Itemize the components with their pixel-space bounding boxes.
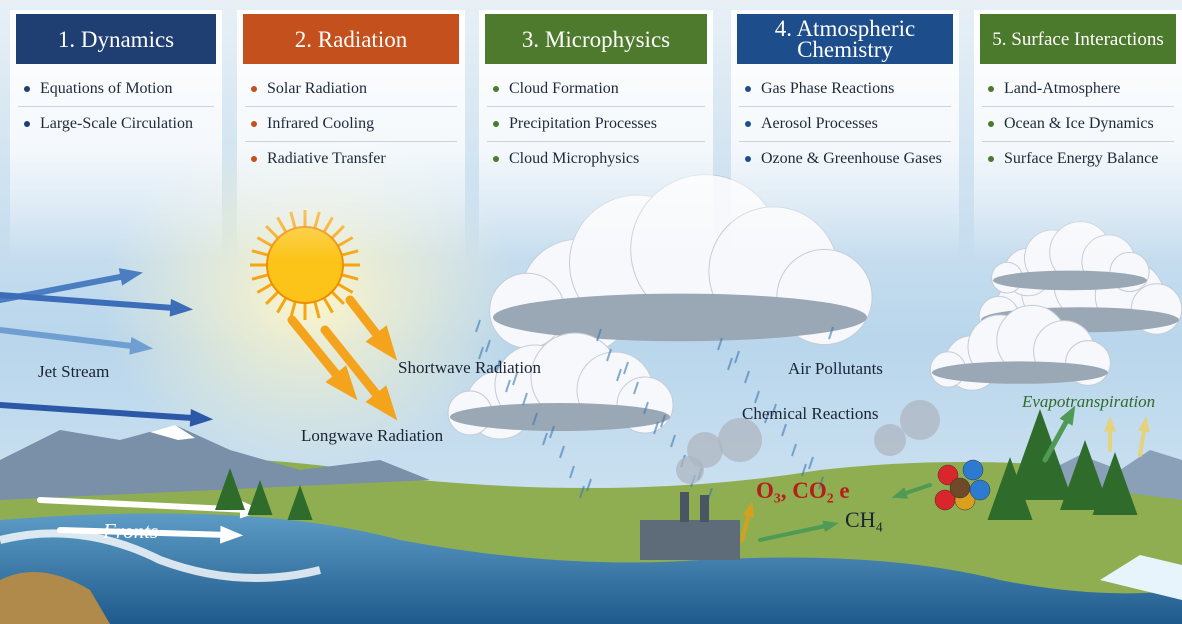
item-text: Ozone & Greenhouse Gases [761,150,942,168]
item-text: Equations of Motion [40,80,172,98]
spacer [479,64,713,72]
item-text: Solar Radiation [267,80,367,98]
bullet [251,121,257,127]
panel-item: Large-Scale Circulation [18,107,214,141]
bullet [251,86,257,92]
item-text: Aerosol Processes [761,115,878,133]
bullet [988,121,994,127]
panel-item: Land-Atmosphere [982,72,1174,107]
evapotranspiration-label: Evapotranspiration [1022,392,1155,412]
panel-title: 3. Microphysics [485,14,707,64]
bullet [988,156,994,162]
item-text: Radiative Transfer [267,150,386,168]
panel: 5. Surface Interactions Land-Atmosphere Oc… [974,10,1182,260]
panel: 3. Microphysics Cloud Formation Precipitat… [479,10,713,260]
panel-title: 2. Radiation [243,14,459,64]
panel-item: Solar Radiation [245,72,457,107]
item-text: Large-Scale Circulation [40,115,193,133]
item-text: Land-Atmosphere [1004,80,1120,98]
smoke [900,400,940,440]
spacer [974,64,1182,72]
spacer [237,64,465,72]
panel: 4. Atmospheric Chemistry Gas Phase Reacti… [731,10,959,260]
jet-stream-label: Jet Stream [38,362,109,382]
panel-item: Surface Energy Balance [982,142,1174,176]
fronts-label: Fronts [103,519,158,544]
cloud-base [993,271,1147,291]
smoke [874,424,906,456]
item-text: Gas Phase Reactions [761,80,894,98]
bullet [745,156,751,162]
item-text: Infrared Cooling [267,115,374,133]
methane-label: CH₄ [845,507,883,533]
bullet [24,86,30,92]
panel-item: Ocean & Ice Dynamics [982,107,1174,142]
molecule-atom [963,460,983,480]
molecule-atom [970,480,990,500]
molecule-atom [950,478,970,498]
panel-item: Gas Phase Reactions [739,72,951,107]
smoke [718,418,762,462]
cloud-base [493,294,867,342]
item-text: Cloud Microphysics [509,150,639,168]
longwave-label: Longwave Radiation [301,426,443,446]
bullet [745,121,751,127]
panel-item: Aerosol Processes [739,107,951,142]
item-text: Precipitation Processes [509,115,657,133]
spacer [10,64,222,72]
factory [640,520,740,560]
bullet [745,86,751,92]
panel-item: Cloud Microphysics [487,142,705,176]
panel: 2. Radiation Solar Radiation Infrared Cool… [237,10,465,260]
bullet [251,156,257,162]
chimney [700,495,709,522]
panel-item: Radiative Transfer [245,142,457,176]
item-text: Ocean & Ice Dynamics [1004,115,1154,133]
cloud-base [932,361,1108,383]
panel-item: Precipitation Processes [487,107,705,142]
panel-item: Infrared Cooling [245,107,457,142]
bullet [988,86,994,92]
item-text: Cloud Formation [509,80,619,98]
infographic: 1. Dynamics Equations of Motion Large-Scal… [0,0,1182,624]
shortwave-label: Shortwave Radiation [398,358,541,378]
panel-title: 5. Surface Interactions [980,14,1176,64]
panel-title: 4. Atmospheric Chemistry [737,14,953,64]
spacer [731,64,959,72]
panel-item: Ozone & Greenhouse Gases [739,142,951,176]
air-pollutants-label: Air Pollutants [788,359,883,379]
chimney [680,492,689,522]
bullet [493,86,499,92]
bullet [493,156,499,162]
bullet [493,121,499,127]
smoke [687,432,723,468]
panel-item: Cloud Formation [487,72,705,107]
bullet [24,121,30,127]
item-text: Surface Energy Balance [1004,150,1158,168]
panel-title: 1. Dynamics [16,14,216,64]
panel-item: Equations of Motion [18,72,214,107]
cloud-base [450,403,670,431]
panel: 1. Dynamics Equations of Motion Large-Scal… [10,10,222,260]
gases-label: O₃, CO₂ e [756,478,850,504]
chemical-reactions-label: Chemical Reactions [742,404,878,424]
